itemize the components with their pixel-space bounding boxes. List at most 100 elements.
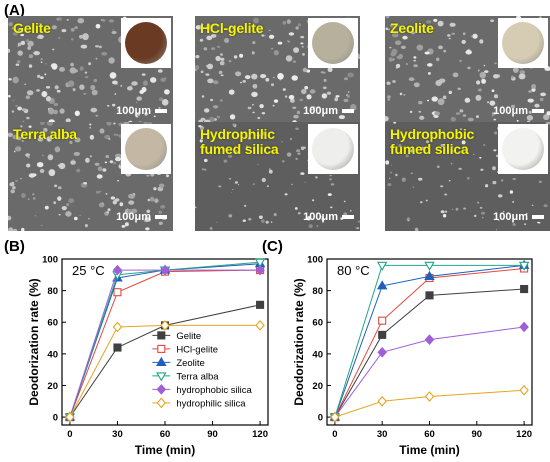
data-point: [113, 288, 122, 297]
series-line: [334, 389, 525, 418]
sem-sample-label: Zeolite: [390, 20, 434, 36]
data-point: [113, 343, 122, 352]
data-point: [157, 331, 166, 340]
legend-item: HCl-gelite: [152, 344, 218, 355]
scale-bar-label: 100μm: [116, 105, 151, 117]
sample-photo-inset: [308, 124, 358, 174]
y-tick-label: 40: [312, 349, 323, 360]
panel-label-c: (C): [262, 238, 283, 255]
temperature-annotation: 80 °C: [337, 263, 370, 278]
scale-bar-label: 100μm: [303, 211, 338, 223]
x-tick-label: 30: [112, 429, 123, 440]
scale-bar-line: [155, 109, 167, 113]
legend-label: Zeolite: [176, 358, 205, 369]
scale-bar-label: 100μm: [303, 105, 338, 117]
scale-bar-line: [342, 215, 354, 219]
powder-sample: [125, 128, 167, 170]
x-tick-label: 60: [160, 429, 171, 440]
data-point: [254, 258, 266, 268]
x-tick-label: 90: [472, 429, 483, 440]
powder-sample: [502, 128, 544, 170]
sem-sample-label: Hydrophobic fumed silica: [390, 126, 475, 157]
y-tick-label: 0: [53, 413, 58, 424]
data-point: [519, 384, 529, 396]
x-tick-label: 60: [424, 429, 435, 440]
sample-photo-inset: [498, 124, 548, 174]
powder-sample: [312, 128, 354, 170]
data-point: [378, 316, 387, 325]
sem-image: HCl-gelite 100μm: [195, 16, 360, 125]
data-point: [424, 391, 435, 402]
scale-bar: 100μm: [493, 105, 544, 117]
data-point: [424, 261, 435, 271]
legend-label: HCl-gelite: [176, 344, 218, 355]
scale-bar-label: 100μm: [116, 211, 151, 223]
legend-item: hydrophobic silica: [152, 384, 253, 396]
scale-bar-label: 100μm: [493, 105, 528, 117]
data-point: [160, 264, 170, 276]
series-hydrophilic-silica: [65, 320, 265, 423]
series-line: [69, 304, 261, 418]
y-tick-label: 20: [312, 381, 323, 392]
data-point: [65, 411, 75, 423]
legend-label: hydrophilic silica: [176, 398, 246, 409]
data-point: [112, 264, 123, 276]
y-tick-label: 80: [312, 286, 323, 297]
panel-label-b: (B): [4, 238, 25, 255]
x-tick-label: 0: [332, 429, 337, 440]
powder-sample: [312, 22, 354, 64]
scale-bar: 100μm: [303, 211, 354, 223]
legend: Gelite HCl-gelite Zeolite Terra alba hydroph…: [152, 331, 253, 409]
legend-label: Gelite: [176, 331, 201, 342]
data-point: [378, 330, 387, 339]
sample-photo-inset: [121, 18, 171, 68]
data-point: [424, 334, 435, 345]
series-line: [334, 264, 525, 418]
sem-sample-label: Terra alba: [13, 126, 77, 142]
series-hydrophobic-silica: [65, 264, 265, 423]
series-line: [334, 267, 525, 418]
panel-label-a: (A): [4, 2, 25, 19]
y-tick-label: 80: [47, 286, 58, 297]
temperature-annotation: 25 °C: [72, 263, 105, 278]
x-axis-label: Time (min): [135, 443, 195, 457]
x-axis-label: Time (min): [399, 443, 459, 457]
y-tick-label: 40: [47, 349, 58, 360]
data-point: [520, 284, 529, 294]
data-point: [425, 291, 434, 300]
legend-item: hydrophilic silica: [152, 397, 246, 409]
data-point: [377, 346, 387, 358]
legend-item: Gelite: [152, 331, 201, 342]
sem-image: Gelite 100μm: [8, 16, 173, 125]
legend-item: Zeolite: [152, 356, 205, 369]
legend-label: hydrophobic silica: [176, 385, 252, 396]
scale-bar-line: [532, 215, 544, 219]
scale-bar: 100μm: [116, 105, 167, 117]
data-point: [112, 321, 123, 333]
data-point: [518, 261, 530, 271]
y-tick-label: 60: [47, 318, 58, 329]
powder-sample: [502, 22, 544, 64]
data-point: [160, 320, 170, 331]
series-line: [69, 261, 261, 418]
y-tick-label: 100: [42, 256, 58, 266]
scale-bar: 100μm: [116, 211, 167, 223]
data-point: [156, 397, 167, 409]
x-tick-label: 30: [377, 429, 388, 440]
sem-image: Terra alba 100μm: [8, 122, 173, 231]
y-axis-label: Deodorization rate (%): [292, 278, 306, 405]
data-point: [255, 264, 265, 276]
sem-sample-label: Gelite: [13, 20, 51, 36]
x-tick-label: 90: [207, 429, 218, 440]
legend-label: Terra alba: [176, 371, 219, 382]
data-point: [256, 300, 265, 309]
data-point: [330, 411, 340, 423]
series-line: [69, 269, 261, 418]
scale-bar-line: [342, 109, 354, 113]
x-tick-label: 120: [252, 429, 268, 440]
data-point: [156, 356, 167, 366]
data-point: [424, 270, 435, 280]
series-line: [69, 263, 261, 418]
y-tick-label: 0: [318, 413, 323, 424]
data-point: [377, 395, 387, 407]
